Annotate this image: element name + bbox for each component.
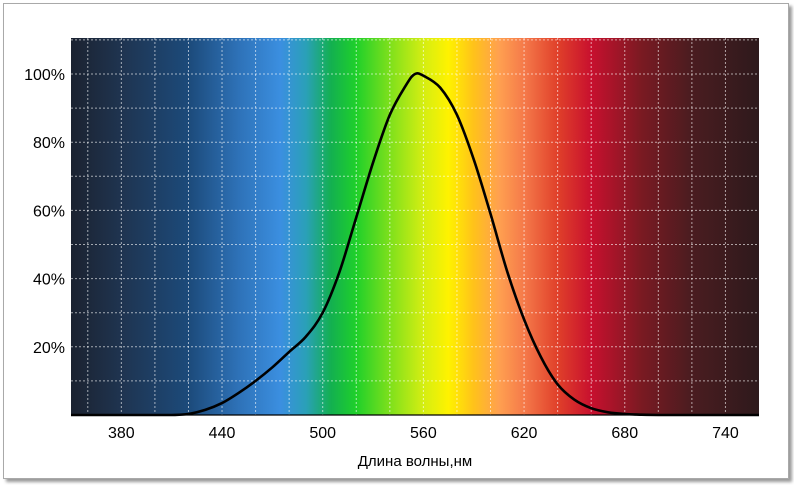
y-tick-label: 100% xyxy=(24,67,65,84)
x-tick-label: 500 xyxy=(309,425,336,442)
plot-background-spectrum xyxy=(71,38,759,415)
spectral-sensitivity-chart: 20% 40% 60% 80% 100% 380 440 500 560 620 680 740 Д… xyxy=(24,38,759,470)
y-tick-label: 40% xyxy=(33,272,65,289)
chart-frame: 20% 40% 60% 80% 100% 380 440 500 560 620 680 740 Д… xyxy=(3,3,789,479)
x-tick-label: 740 xyxy=(712,425,739,442)
y-tick-label: 60% xyxy=(33,203,65,220)
sensitivity-curve xyxy=(70,72,759,417)
y-tick-label: 80% xyxy=(33,135,65,152)
x-axis-tick-labels: 380 440 500 560 620 680 740 xyxy=(108,425,739,442)
x-tick-label: 680 xyxy=(611,425,638,442)
y-tick-label: 20% xyxy=(33,340,65,357)
y-axis-tick-labels: 20% 40% 60% 80% 100% xyxy=(24,67,65,357)
x-tick-label: 620 xyxy=(511,425,538,442)
x-tick-label: 560 xyxy=(410,425,437,442)
x-tick-label: 440 xyxy=(209,425,236,442)
x-axis-label: Длина волны,нм xyxy=(358,453,472,470)
x-tick-label: 380 xyxy=(108,425,135,442)
